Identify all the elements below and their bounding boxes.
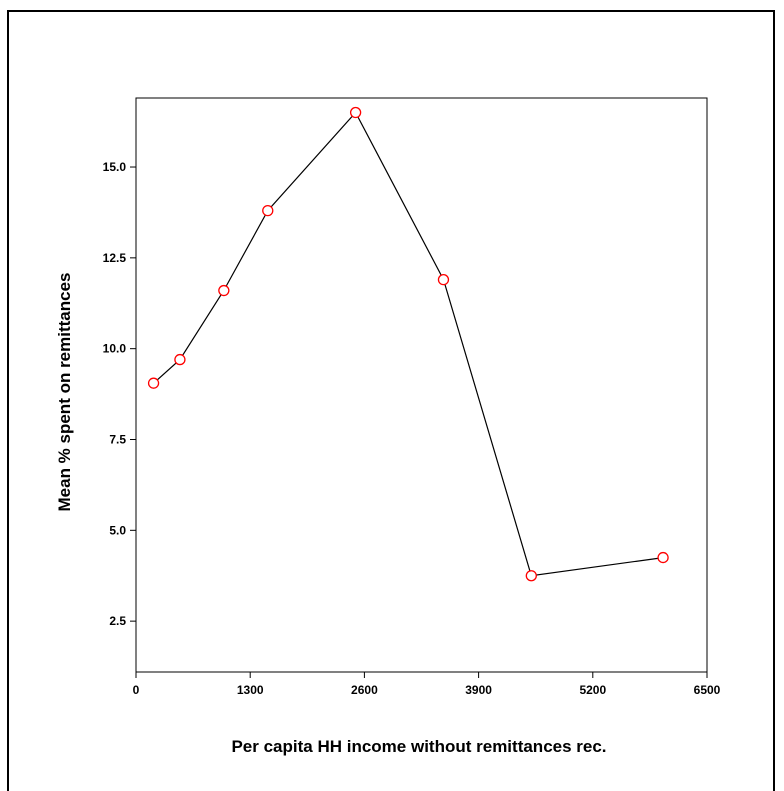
y-tick-label: 2.5 — [109, 614, 126, 628]
data-point — [437, 273, 450, 286]
series-line — [153, 111, 664, 577]
chart-frame — [7, 10, 775, 791]
data-point — [218, 284, 230, 297]
data-point — [262, 204, 274, 217]
x-tick-label: 6500 — [694, 683, 721, 697]
data-point — [525, 570, 537, 582]
data-point — [174, 353, 186, 366]
data-point — [657, 551, 669, 564]
x-tick-label: 2600 — [351, 683, 378, 697]
y-axis-title: Mean % spent on remittances — [55, 272, 74, 511]
y-axis-title-group: Mean % spent on remittances — [55, 272, 74, 511]
x-tick-label: 0 — [133, 683, 140, 697]
x-axis-title: Per capita HH income without remittances… — [231, 737, 606, 756]
y-tick-label: 10.0 — [103, 342, 127, 356]
x-tick-label: 5200 — [579, 683, 606, 697]
y-tick-label: 15.0 — [103, 160, 127, 174]
x-tick-label: 3900 — [465, 683, 492, 697]
x-tick-label: 1300 — [237, 683, 264, 697]
y-tick-label: 7.5 — [109, 432, 126, 446]
plot-area — [135, 97, 708, 673]
x-axis-title-group: Per capita HH income without remittances… — [231, 737, 606, 756]
y-tick-label: 5.0 — [109, 523, 126, 537]
data-point — [349, 106, 362, 119]
y-tick-label: 12.5 — [103, 251, 127, 265]
data-point — [147, 377, 160, 389]
